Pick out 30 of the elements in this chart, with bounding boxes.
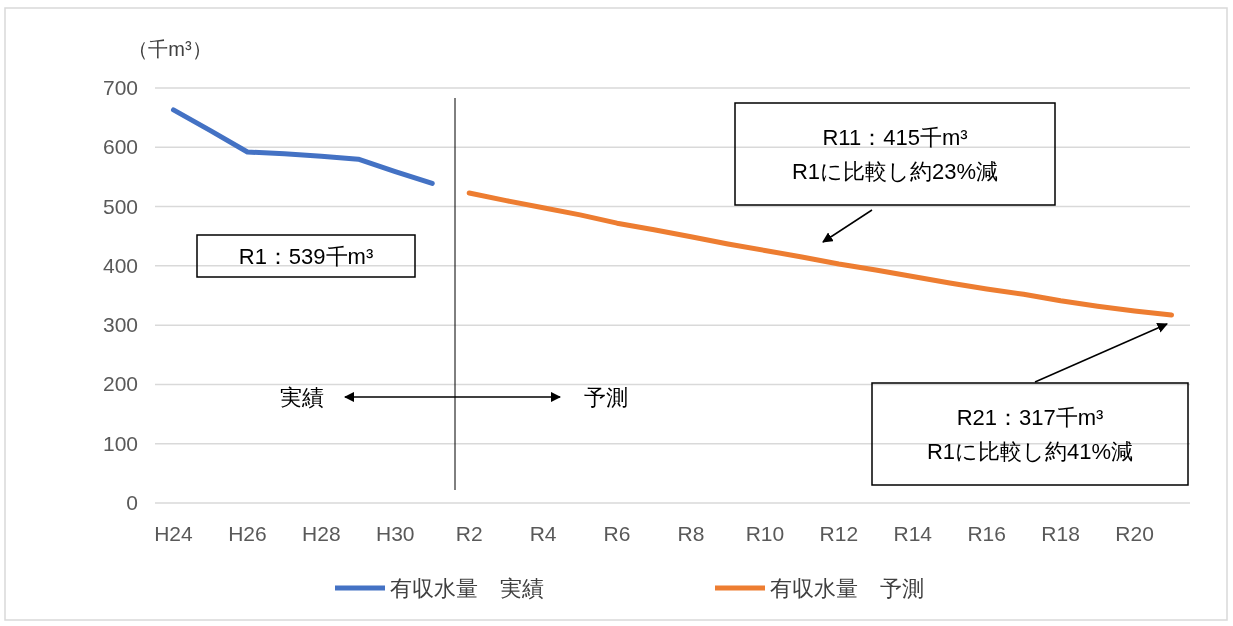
annotation: R11：415千m³ R1に比較し約23%減 [791,125,999,184]
x-tick-label: R12 [819,522,859,545]
annotation: R21：317千m³ R1に比較し約41%減 [926,405,1134,464]
x-tick-label: H24 [154,522,194,545]
annotation: 実績 [280,385,324,410]
legend-label: 有収水量 予測 [770,576,924,601]
x-tick-label: R6 [603,522,631,545]
legend-label: 有収水量 実績 [390,576,544,601]
x-tick-label: H30 [376,522,415,545]
y-tick-label: 300 [102,313,138,337]
y-tick-label: 200 [102,372,138,396]
x-tick-label: R10 [745,522,785,545]
x-tick-label: H26 [228,522,267,545]
x-tick-label: R4 [529,522,557,545]
x-tick-label: H28 [302,522,341,545]
x-tick-label: R18 [1041,522,1080,545]
y-tick-label: 100 [102,431,138,455]
y-tick-label: 0 [126,491,138,514]
y-tick-label: 400 [102,253,138,277]
x-tick-label: R8 [677,522,705,545]
y-tick-label: 600 [102,135,138,159]
y-tick-label: 500 [102,194,138,218]
x-tick-label: R14 [893,522,933,545]
x-tick-label: R2 [455,522,483,545]
x-tick-label: R16 [967,522,1006,545]
annotation: R1：539千m³ [238,244,374,269]
x-tick-label: R20 [1115,522,1154,545]
y-tick-label: 700 [102,76,138,99]
annotation: 予測 [584,385,628,410]
y-axis-title: （千m³） [128,38,212,60]
